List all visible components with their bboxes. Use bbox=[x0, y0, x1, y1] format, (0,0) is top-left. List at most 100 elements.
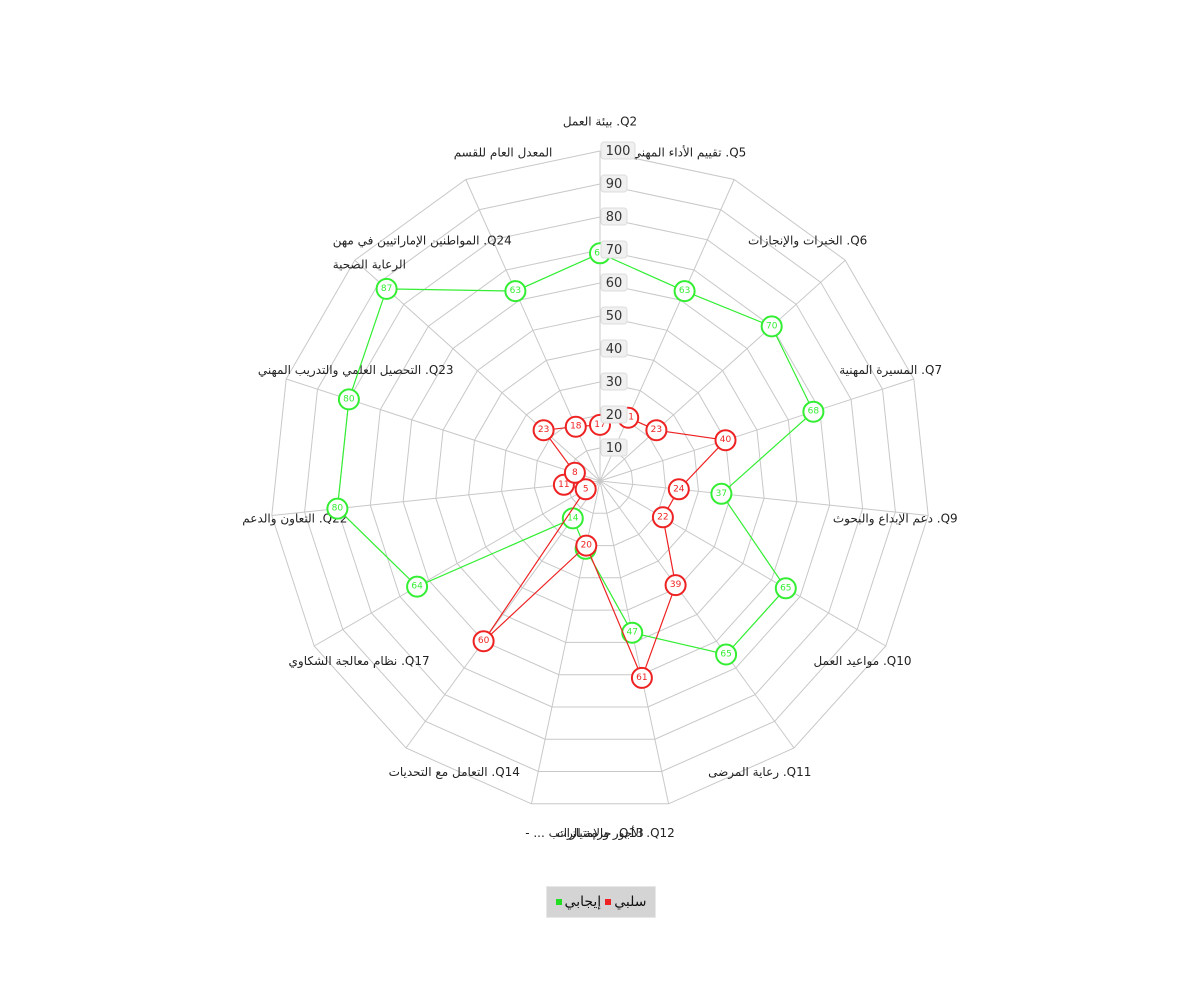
data-point[interactable]: 24 bbox=[667, 478, 690, 501]
data-point[interactable]: 80 bbox=[337, 388, 360, 411]
tick-bg bbox=[600, 207, 628, 226]
data-point[interactable]: 63 bbox=[504, 280, 527, 303]
data-point-marker bbox=[714, 429, 737, 452]
data-point[interactable]: 5 bbox=[574, 478, 597, 501]
spoke bbox=[599, 480, 887, 647]
data-point[interactable]: 8 bbox=[563, 461, 586, 484]
data-point-marker bbox=[802, 400, 825, 423]
tick-label: 80 bbox=[606, 210, 623, 225]
data-point[interactable]: 47 bbox=[621, 621, 644, 644]
tick-label: 90 bbox=[606, 177, 623, 192]
data-point-marker bbox=[532, 419, 555, 442]
tick-50: 50 bbox=[600, 306, 628, 325]
data-label: 17 bbox=[594, 420, 605, 430]
data-point-marker bbox=[621, 621, 644, 644]
data-point[interactable]: 22 bbox=[651, 506, 674, 529]
data-point-marker bbox=[504, 280, 527, 303]
tick-80: 80 bbox=[600, 207, 628, 226]
data-label: 69 bbox=[594, 248, 606, 258]
data-label: 64 bbox=[411, 582, 423, 592]
tick-100: 100 bbox=[600, 141, 636, 160]
data-point[interactable]: 80 bbox=[326, 497, 349, 520]
data-point[interactable]: 65 bbox=[715, 643, 738, 666]
axis-label-line: Q22. التعاون والدعم bbox=[242, 512, 347, 527]
data-point[interactable]: 37 bbox=[710, 482, 733, 505]
data-point[interactable]: 18 bbox=[564, 415, 587, 438]
data-point[interactable]: 65 bbox=[774, 577, 797, 600]
tick-bg bbox=[600, 174, 628, 193]
legend-item-positive[interactable]: إيجابي bbox=[555, 894, 601, 910]
spoke bbox=[599, 480, 795, 749]
data-point[interactable]: 61 bbox=[630, 666, 653, 689]
legend: إيجابي سلبي bbox=[546, 886, 656, 918]
tick-label: 50 bbox=[606, 309, 623, 324]
radial-ticks: 10 20 30 40 50 60 70 80 90 100 bbox=[600, 141, 636, 457]
grid-ring-90 bbox=[304, 183, 896, 772]
data-point[interactable]: 87 bbox=[375, 277, 398, 300]
tick-label: 20 bbox=[606, 408, 623, 423]
axis-label: Q17. نظام معالجة الشكاوي bbox=[289, 654, 430, 669]
tick-bg bbox=[600, 405, 628, 424]
data-point-marker bbox=[651, 506, 674, 529]
axis-label-line: الرعاية الصحية bbox=[333, 257, 406, 272]
tick-bg bbox=[600, 141, 636, 160]
data-point[interactable]: 39 bbox=[664, 574, 687, 597]
data-point[interactable]: 70 bbox=[760, 315, 783, 338]
axis-label: Q7. المسيرة المهنية bbox=[839, 363, 942, 378]
axis-label: Q11. رعاية المرضى bbox=[708, 765, 811, 780]
data-label: 61 bbox=[636, 673, 647, 683]
grid-ring-80 bbox=[336, 216, 864, 740]
data-point-marker bbox=[472, 630, 495, 653]
data-point[interactable]: 63 bbox=[673, 280, 696, 303]
axis-label-line: Q10. مواعيد العمل bbox=[813, 654, 911, 669]
spoke bbox=[599, 480, 929, 516]
axis-label: المعدل العام للقسم bbox=[454, 145, 553, 159]
spoke bbox=[599, 179, 735, 482]
axis-label: Q22. التعاون والدعم bbox=[242, 512, 347, 527]
spoke bbox=[354, 259, 601, 482]
data-point[interactable]: 23 bbox=[645, 419, 668, 442]
tick-label: 60 bbox=[606, 276, 623, 291]
data-point[interactable]: 40 bbox=[714, 429, 737, 452]
axis-label-line: Q11. رعاية المرضى bbox=[708, 765, 811, 780]
tick-bg bbox=[600, 306, 628, 325]
data-point[interactable]: 64 bbox=[406, 575, 429, 598]
tick-30: 30 bbox=[600, 372, 628, 391]
axis-label-line: Q5. تقييم الأداء المهني bbox=[632, 144, 747, 159]
data-label: 22 bbox=[657, 512, 668, 522]
data-label: 40 bbox=[720, 435, 732, 445]
data-label: 70 bbox=[766, 321, 778, 331]
data-point-marker bbox=[630, 666, 653, 689]
axis-label-line: Q17. نظام معالجة الشكاوي bbox=[289, 654, 430, 669]
data-point-marker bbox=[564, 415, 587, 438]
grid-ring-20 bbox=[533, 414, 667, 547]
grid-ring-40 bbox=[468, 348, 732, 611]
spoke bbox=[599, 259, 846, 482]
data-point[interactable]: 68 bbox=[802, 400, 825, 423]
series-line bbox=[336, 252, 815, 656]
axis-label-line: Q14. التعامل مع التحديات bbox=[389, 765, 520, 779]
data-point-marker bbox=[645, 419, 668, 442]
axis-label: Q14. التعامل مع التحديات bbox=[389, 765, 520, 779]
grid-ring-50 bbox=[435, 315, 765, 643]
data-point[interactable]: 23 bbox=[532, 419, 555, 442]
data-label: 60 bbox=[478, 636, 490, 646]
tick-40: 40 bbox=[600, 339, 628, 358]
axis-label-line: Q12. الأجور والإمتيازات bbox=[555, 825, 674, 841]
data-label: 23 bbox=[651, 425, 662, 435]
axis-label: Q13. حزمة الراتب ... - bbox=[525, 826, 644, 841]
data-label: 80 bbox=[343, 394, 355, 404]
tick-bg bbox=[600, 438, 628, 457]
legend-item-negative[interactable]: سلبي bbox=[605, 894, 646, 910]
axis-label: Q5. تقييم الأداء المهني bbox=[632, 144, 747, 159]
tick-label: 10 bbox=[606, 441, 623, 456]
data-label: 63 bbox=[510, 286, 521, 296]
axis-label-line: Q13. حزمة الراتب ... - bbox=[525, 826, 644, 841]
tick-bg bbox=[600, 240, 628, 259]
data-point[interactable]: 60 bbox=[472, 630, 495, 653]
data-label: 80 bbox=[332, 504, 344, 514]
data-point[interactable]: 20 bbox=[575, 534, 598, 557]
axis-label-line: Q6. الخبرات والإنجازات bbox=[748, 233, 867, 248]
axis-label: Q24. المواطنين الإماراتيين في مهن الرعاية… bbox=[333, 233, 512, 272]
